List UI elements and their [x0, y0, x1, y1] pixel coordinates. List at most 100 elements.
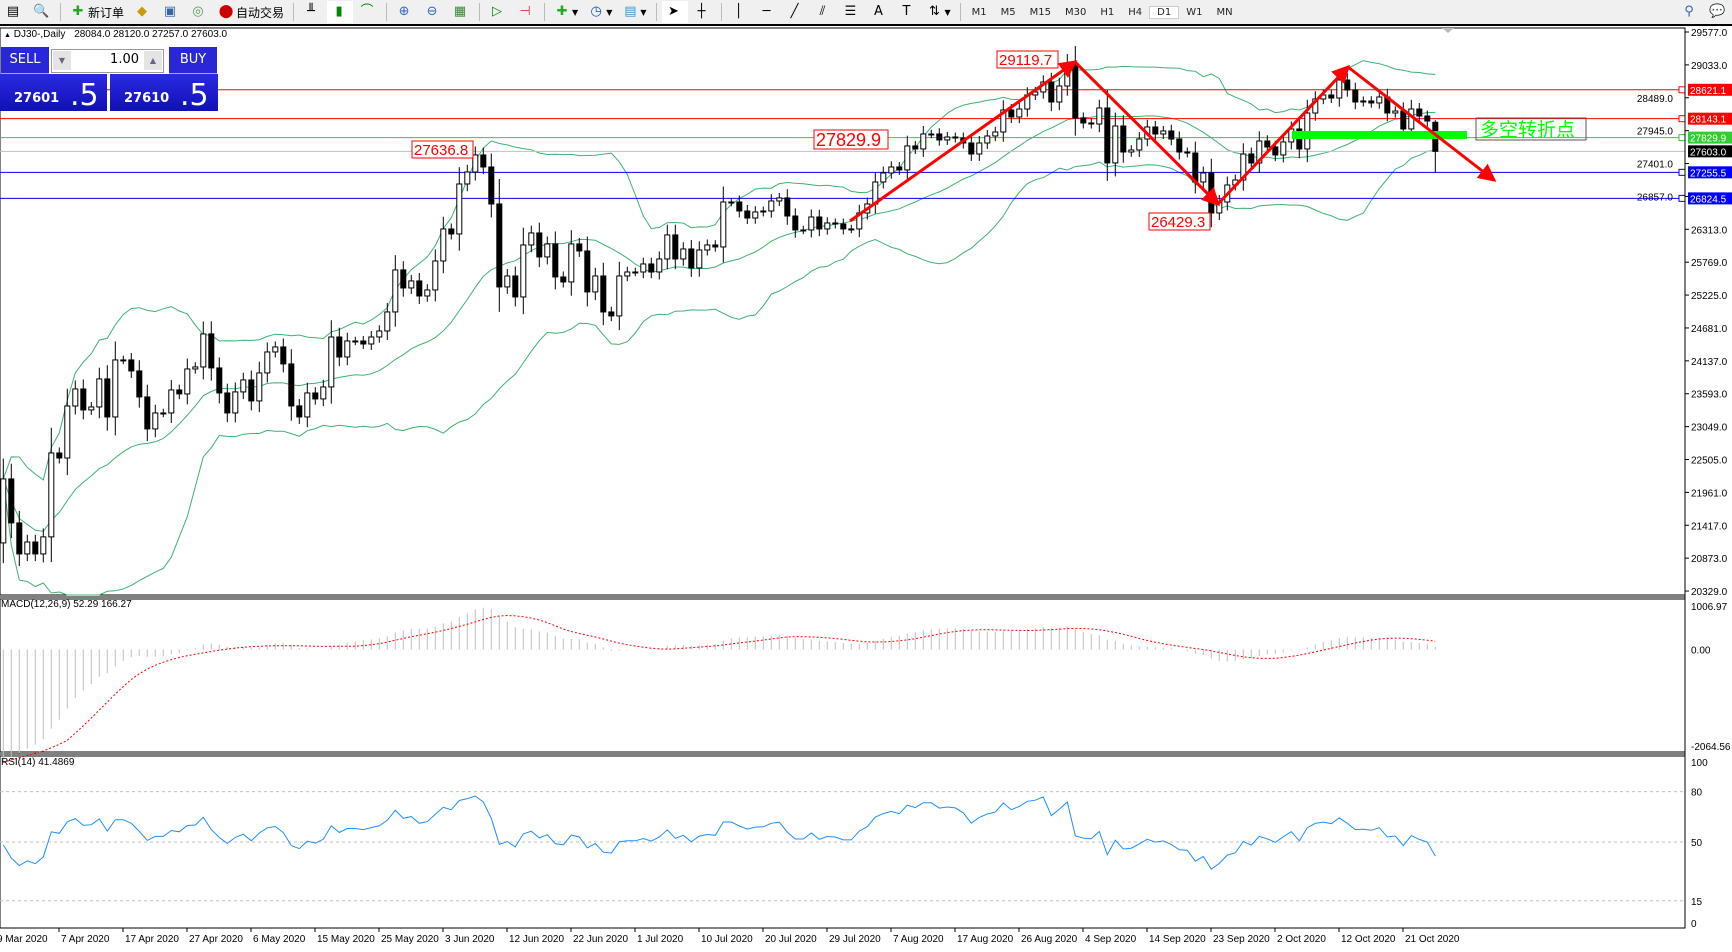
candle [648, 257, 655, 279]
candle [64, 388, 71, 476]
arrows-button[interactable]: ⇅ ▼ [923, 1, 955, 23]
candle [752, 206, 759, 224]
candle [1424, 110, 1431, 127]
candle-body [56, 452, 63, 459]
timeframe-d1-button[interactable]: D1 [1149, 5, 1180, 19]
search-button[interactable]: ⚲ [1677, 1, 1703, 23]
candle-body [992, 131, 999, 137]
annotation-box-peak1[interactable] [996, 50, 1059, 69]
indicators-button[interactable]: ✚ ▼ [550, 1, 582, 23]
zoom-out-button[interactable]: ⊖ [420, 1, 446, 23]
timeframe-mn-button[interactable]: MN [1216, 6, 1233, 18]
trend-arrow[interactable] [849, 60, 1078, 223]
trend-arrow[interactable] [1347, 65, 1497, 182]
new-order-label: 新订单 [88, 5, 125, 20]
trendline-button[interactable]: ╱ [783, 1, 809, 23]
turn-point-text: 多空转折点 [1480, 119, 1575, 141]
candle [664, 224, 671, 270]
candle-body [1352, 89, 1359, 103]
trend-arrow[interactable] [1073, 60, 1221, 207]
timeframe-h4-button[interactable]: H4 [1128, 6, 1143, 18]
text-button[interactable]: A [867, 1, 893, 23]
zoom-history-button[interactable]: 🔍 [29, 1, 55, 23]
turn-point-box[interactable] [1475, 117, 1587, 141]
sell-button[interactable]: SELL [1, 47, 49, 74]
line-chart-button[interactable]: ⌒ [355, 1, 381, 23]
bollinger-upper-band [2, 60, 1436, 481]
auto-scroll-button[interactable]: ▷ [485, 1, 511, 23]
auto-scroll-icon: ▷ [492, 4, 503, 19]
candle [768, 194, 775, 218]
lot-increase-button[interactable]: ▲ [144, 51, 162, 70]
lot-size-input[interactable]: ▼ 1.00 ▲ [51, 49, 164, 73]
y-tick-label: 25225.0 [1691, 291, 1728, 302]
horizontal-line-button[interactable]: ─ [755, 1, 781, 23]
line-anchor-handle[interactable] [1678, 134, 1686, 142]
timeframe-m30-button[interactable]: M30 [1065, 6, 1087, 18]
price-label: 27829.9 [1690, 134, 1727, 145]
signal-button[interactable]: ◎ [186, 1, 212, 23]
crosshair-button[interactable]: ┼ [690, 1, 716, 23]
x-tick-label: 2 Oct 2020 [1277, 934, 1326, 945]
trend-arrow[interactable] [1216, 64, 1351, 206]
price-chart[interactable]: 29577.029033.028489.027945.027401.026857… [0, 26, 1732, 949]
candle-body [1360, 100, 1367, 103]
turn-point-bar[interactable] [1292, 131, 1467, 139]
timeframe-m5-button[interactable]: M5 [1000, 6, 1016, 18]
sell-price-block[interactable]: 27601 .5 [0, 74, 107, 113]
navigator-button[interactable]: ▣ [158, 1, 184, 23]
y-tick-label: 28489.0 [1637, 94, 1674, 105]
candle-body [880, 172, 887, 183]
chat-button[interactable]: 💬 [1705, 1, 1731, 23]
candle [1280, 134, 1287, 163]
candle-body [240, 379, 247, 393]
timeframe-m1-button[interactable]: M1 [971, 6, 987, 18]
line-anchor-handle[interactable] [1678, 115, 1686, 123]
candle [816, 209, 823, 237]
buy-button[interactable]: BUY [169, 47, 217, 74]
chart-window[interactable]: 29577.0 29033.0 28489.0 27945.0 27401.0 26857… [0, 26, 1732, 952]
tile-windows-button[interactable]: ▦ [448, 1, 474, 23]
new-order-button[interactable]: ✚ 新订单 [66, 1, 128, 23]
line-anchor-handle[interactable] [1678, 194, 1686, 202]
buy-price-block[interactable]: 27610 .5 [110, 74, 218, 113]
equidistant-channel-button[interactable]: ⫽ [811, 1, 837, 23]
candlestick-button[interactable]: ▮ [327, 1, 354, 23]
candle [520, 227, 527, 315]
x-tick-label: 29 Jul 2020 [829, 934, 881, 945]
bar-chart-button[interactable]: ╨ [299, 1, 325, 23]
lot-decrease-button[interactable]: ▼ [53, 51, 71, 70]
fibonacci-button[interactable]: ☰ [839, 1, 865, 23]
candle-body [1200, 172, 1207, 183]
timeframe-w1-button[interactable]: W1 [1186, 6, 1203, 18]
x-tick-label: 20 Jul 2020 [765, 934, 817, 945]
chart-shift-button[interactable]: ⊣ [513, 1, 539, 23]
rsi-y-tick-label: 80 [1691, 788, 1703, 799]
annotation-box-level_mid[interactable] [813, 129, 889, 150]
candle-body [376, 330, 383, 338]
auto-trading-button[interactable]: ⬤ 自动交易 [214, 1, 288, 23]
x-tick-label: 25 May 2020 [381, 934, 439, 945]
candle [840, 218, 847, 235]
zoom-in-button[interactable]: ⊕ [392, 1, 418, 23]
candle-body [72, 388, 79, 407]
candle [792, 208, 799, 238]
line-anchor-handle[interactable] [1678, 168, 1686, 176]
annotation-box-level_left[interactable] [411, 140, 474, 159]
zoom-out-icon: ⊖ [426, 4, 438, 19]
text-label-button[interactable]: T [895, 1, 921, 23]
timeframe-m15-button[interactable]: M15 [1029, 6, 1052, 18]
candle [536, 222, 543, 268]
dropdown-arrow-icon: ▼ [606, 7, 613, 17]
templates-button[interactable]: ▤ ▼ [618, 1, 650, 23]
cursor-button[interactable]: ➤ [661, 1, 688, 23]
vertical-line-button[interactable]: │ [727, 1, 753, 23]
market-watch-button[interactable]: ◆ [130, 1, 156, 23]
candle [48, 427, 55, 563]
toolbar-separator [293, 3, 295, 21]
annotation-box-trough[interactable] [1148, 212, 1211, 231]
chart-window-button[interactable]: ▤ [1, 1, 27, 23]
line-anchor-handle[interactable] [1678, 86, 1686, 94]
periods-button[interactable]: ◷ ▼ [584, 1, 616, 23]
timeframe-h1-button[interactable]: H1 [1100, 6, 1115, 18]
